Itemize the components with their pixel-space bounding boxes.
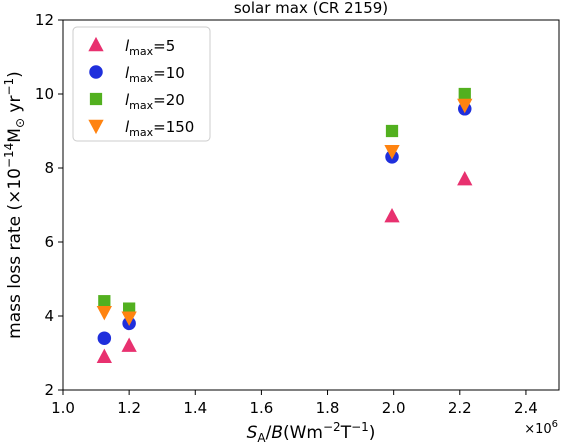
data-point-series-0 xyxy=(121,337,137,352)
plot-frame xyxy=(62,19,560,391)
data-point-series-2 xyxy=(385,124,399,138)
data-point-series-3 xyxy=(121,311,137,326)
y-tick-label: 2 xyxy=(44,381,54,399)
x-axis-offset-label: ×106 xyxy=(524,419,558,437)
legend-marker-1 xyxy=(89,65,103,79)
y-tick-label: 10 xyxy=(35,85,54,103)
legend: lmax=5 lmax=10 lmax=20 lmax=150 xyxy=(72,26,211,142)
data-point-series-0 xyxy=(457,171,473,186)
data-point-series-3 xyxy=(384,145,400,160)
x-tick-label: 1.0 xyxy=(51,399,75,417)
data-point-series-2 xyxy=(458,87,471,101)
data-point-series-2 xyxy=(98,295,111,308)
legend-marker-0 xyxy=(88,36,104,52)
legend-label-3: lmax=150 xyxy=(125,118,194,139)
x-tick-label: 1.2 xyxy=(117,399,141,417)
x-tick-label: 2.4 xyxy=(514,399,538,417)
x-tick-label: 2.2 xyxy=(448,399,472,417)
legend-label-2: lmax=20 xyxy=(125,91,185,112)
legend-box xyxy=(72,26,211,142)
chart-title: solar max (CR 2159) xyxy=(234,0,388,17)
y-tick-label: 4 xyxy=(44,307,54,325)
legend-marker-2 xyxy=(89,92,103,106)
y-tick-label: 12 xyxy=(35,11,54,29)
data-marks xyxy=(96,87,473,363)
data-point-series-3 xyxy=(96,306,112,321)
x-tick-label: 1.4 xyxy=(183,399,207,417)
data-point-series-0 xyxy=(96,348,112,363)
data-point-series-1 xyxy=(97,331,112,345)
y-tick-label: 8 xyxy=(44,159,54,177)
y-axis-label: mass loss rate (×10−14M⊙ yr−1) xyxy=(2,71,27,339)
legend-label-1: lmax=10 xyxy=(125,64,185,85)
data-point-series-0 xyxy=(384,208,400,223)
x-tick-label: 2.0 xyxy=(382,399,406,417)
data-point-series-3 xyxy=(457,98,473,114)
x-tick-label: 1.8 xyxy=(316,399,340,417)
legend-marker-3 xyxy=(88,119,104,135)
x-axis-label: SA/B(Wm−2T−1) xyxy=(247,420,376,444)
legend-label-0: lmax=5 xyxy=(125,37,175,58)
x-tick-label: 1.6 xyxy=(249,399,273,417)
y-tick-label: 6 xyxy=(44,233,54,251)
plot-area xyxy=(62,19,560,391)
axis-ticks: 1.0 1.2 1.4 1.6 1.8 2.0 2.2 2.4 2 4 6 8 10 12 xyxy=(35,11,538,417)
